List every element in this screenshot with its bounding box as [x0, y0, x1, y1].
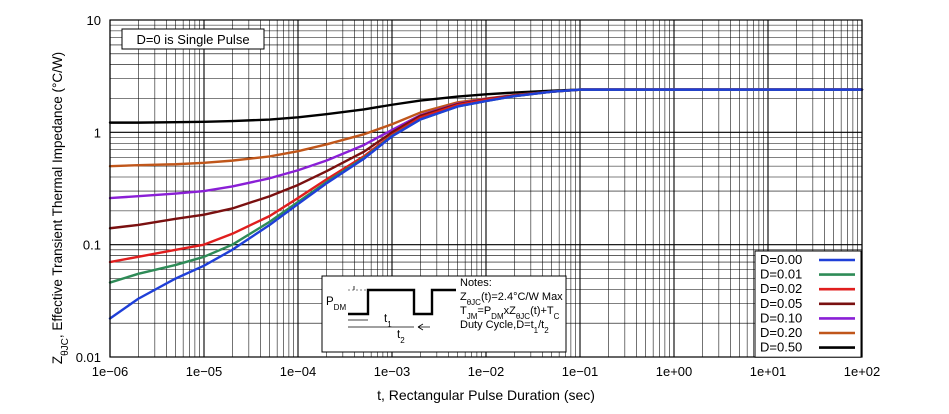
svg-text:D=0 is Single Pulse: D=0 is Single Pulse	[136, 32, 249, 47]
series-layer	[108, 88, 864, 320]
y-tick-label: 10	[87, 13, 101, 28]
x-tick-label: 1e−01	[562, 364, 599, 379]
x-tick-label: 1e−02	[468, 364, 505, 379]
x-tick-label: 1e−05	[186, 364, 223, 379]
x-tick-label: 1e−04	[280, 364, 317, 379]
legend-label: D=0.50	[760, 340, 802, 355]
legend-label: D=0.00	[760, 252, 802, 267]
plot-frame	[109, 19, 863, 358]
y-axis-label: ZθJC, Effective Transient Thermal Impeda…	[50, 52, 71, 364]
legend-label: D=0.05	[760, 296, 802, 311]
y-tick-labels: 0.01 0.1 1 10	[76, 13, 101, 365]
y-tick-label: 1	[94, 125, 101, 140]
y-tick-label: 0.01	[76, 350, 101, 365]
legend-label: D=0.10	[760, 310, 802, 325]
x-axis-label: t, Rectangular Pulse Duration (sec)	[377, 387, 595, 403]
notes-title: Notes:	[460, 277, 492, 289]
legend-label: D=0.02	[760, 281, 802, 296]
x-tick-label: 1e−06	[92, 364, 129, 379]
y-tick-label: 0.1	[83, 238, 101, 253]
pulse-waveform	[348, 288, 456, 316]
legend-label: D=0.01	[760, 267, 802, 282]
x-tick-labels: 1e−06 1e−05 1e−04 1e−03 1e−02 1e−01 1e+00 1e+01…	[92, 364, 881, 379]
t1-label: t1	[384, 313, 392, 329]
notes-line-3: Duty Cycle,D=t1/t2	[460, 319, 549, 335]
notes-line-1: ZθJC(t)=2.4°C/W Max	[460, 291, 563, 307]
x-tick-label: 1e+01	[750, 364, 787, 379]
notes-line-2: TJM=PDMxZθJC(t)+TC	[460, 305, 560, 321]
x-tick-label: 1e−03	[374, 364, 411, 379]
pdm-label: PDM	[326, 296, 346, 312]
series-line-d-0-00	[108, 88, 864, 320]
legend-label: D=0.20	[760, 325, 802, 340]
t2-label: t2	[397, 329, 405, 345]
legend: D=0.00D=0.01D=0.02D=0.05D=0.10D=0.20D=0.…	[754, 250, 862, 358]
x-tick-label: 1e+00	[656, 364, 693, 379]
notes-box: PDM t1 t2 Notes: ZθJC(t)=2.4°C/W Max TJM…	[321, 275, 567, 353]
single-pulse-note: D=0 is Single Pulse	[121, 28, 265, 50]
x-tick-label: 1e+02	[844, 364, 881, 379]
series-line-d-0-50	[108, 88, 864, 124]
